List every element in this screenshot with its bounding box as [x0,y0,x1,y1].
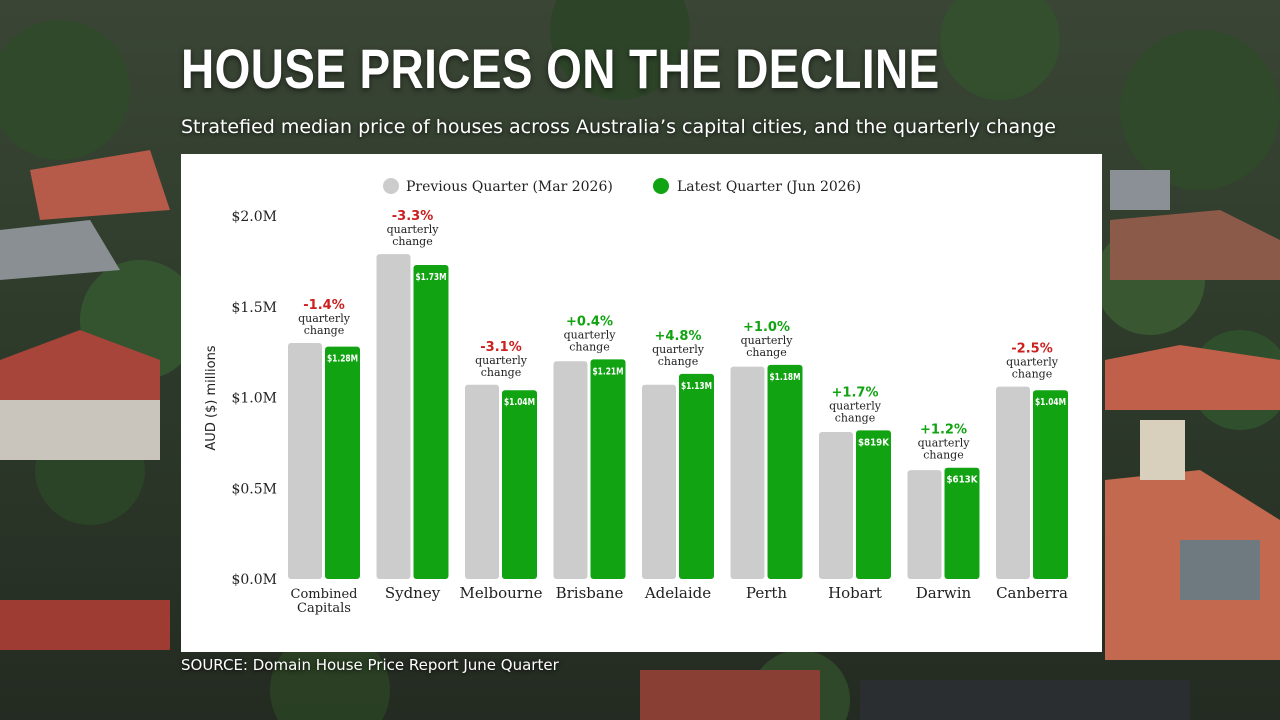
change-value: -1.4% [303,298,344,313]
data-label: $1.13M [681,381,712,392]
bar-chart: Previous Quarter (Mar 2026) Latest Quart… [204,178,1068,616]
category-label: Adelaide [644,584,711,602]
change-value: +1.2% [920,423,967,438]
house-roofs [0,150,1280,720]
change-caption: quarterly [741,334,794,347]
bar-previous [819,431,853,579]
data-label: $819K [858,437,890,448]
category-label: Darwin [916,584,972,602]
change-caption: quarterly [298,312,351,325]
bar-previous [907,470,942,579]
data-label: $1.04M [1035,397,1066,408]
bar-labels: $1.28M-1.4%quarterlychangeCombinedCapita… [291,209,1068,616]
change-value: -2.5% [1011,342,1052,357]
change-caption: quarterly [918,437,971,450]
y-tick-label: $1.0M [231,391,277,407]
category-label: Capitals [297,601,351,616]
data-label: $1.73M [416,272,447,283]
chart-panel: Previous Quarter (Mar 2026) Latest Quart… [181,154,1102,652]
bar-latest [502,390,537,579]
change-caption: quarterly [564,328,617,341]
change-caption: change [746,346,786,359]
change-value: +0.4% [566,314,613,329]
bar-latest [944,467,980,579]
change-caption: quarterly [829,399,882,412]
data-label: $1.18M [770,372,801,383]
category-label: Combined [291,587,358,602]
change-caption: quarterly [1006,356,1059,369]
legend-swatch-latest [653,178,669,194]
change-caption: change [1012,368,1052,381]
bar-previous [288,343,322,579]
page-title: HOUSE PRICES ON THE DECLINE [181,37,940,100]
change-caption: change [392,235,432,248]
data-label: $1.04M [504,397,535,408]
change-caption: change [658,355,698,368]
category-label: Sydney [385,584,441,602]
page-subtitle: Stratefied median price of houses across… [181,116,1056,138]
y-tick-label: $0.5M [231,481,277,497]
bar-previous [465,384,499,579]
data-label: $613K [947,475,979,486]
change-value: -3.1% [480,340,521,355]
change-caption: quarterly [387,223,440,236]
data-label: $1.21M [593,366,624,377]
bar-latest [325,346,360,579]
category-label: Melbourne [459,584,542,602]
bar-latest [679,373,714,579]
bar-previous [553,361,588,579]
y-tick-label: $1.5M [231,300,277,316]
source-note: SOURCE: Domain House Price Report June Q… [181,656,559,674]
change-value: +1.7% [832,385,879,400]
y-axis-label: AUD ($) millions [204,345,219,450]
bar-latest [413,265,449,579]
category-label: Canberra [996,584,1068,602]
category-label: Brisbane [556,584,624,602]
change-caption: change [569,340,609,353]
legend-label-latest: Latest Quarter (Jun 2026) [677,179,861,195]
change-value: +1.0% [743,320,790,335]
category-label: Hobart [828,584,882,602]
category-label: Perth [746,584,787,602]
legend-swatch-previous [383,178,399,194]
change-caption: change [923,449,963,462]
bar-latest [767,364,803,579]
bar-previous [376,254,411,579]
change-caption: quarterly [652,343,705,356]
change-caption: change [835,411,875,424]
data-label: $1.28M [327,354,358,365]
y-tick-label: $0.0M [231,572,277,588]
bar-previous [642,384,676,579]
bar-previous [730,366,765,579]
change-caption: change [304,324,344,337]
bar-latest [1033,390,1068,579]
legend-label-previous: Previous Quarter (Mar 2026) [406,179,613,195]
bar-previous [996,386,1030,579]
bars [288,254,1068,579]
bar-latest [590,359,626,579]
change-caption: quarterly [475,354,528,367]
change-value: +4.8% [655,329,702,344]
y-tick-label: $2.0M [231,209,277,225]
legend: Previous Quarter (Mar 2026) Latest Quart… [383,178,861,195]
change-value: -3.3% [392,209,433,224]
bar-latest [856,430,891,579]
change-caption: change [481,366,521,379]
y-axis-ticks: $0.0M $0.5M $1.0M $1.5M $2.0M [231,209,277,588]
